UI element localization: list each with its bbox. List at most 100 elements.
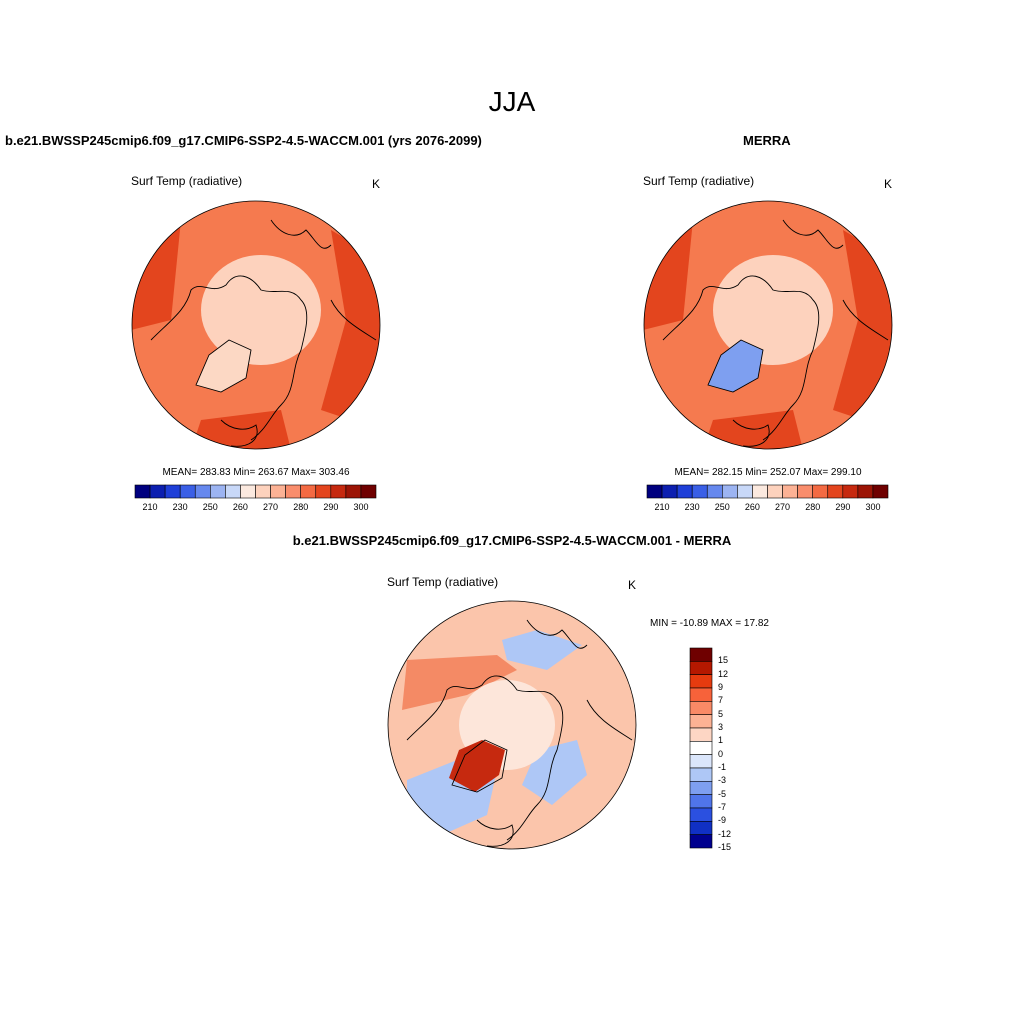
arctic-ice-field [201, 255, 321, 365]
colorbar-tick-label: -15 [718, 842, 732, 852]
colorbar-tick-label: 9 [718, 682, 724, 692]
colorbar-tick-label: 300 [865, 502, 881, 512]
colorbar-tick-label: 230 [172, 502, 188, 512]
cool-anomaly-pacific [502, 630, 582, 670]
coastline-main [150, 275, 308, 441]
figure-title: JJA [488, 86, 536, 117]
colorbar-tick-label: 270 [263, 502, 279, 512]
coastline-pacific [526, 619, 588, 649]
colorbar-tick-label: 260 [232, 502, 248, 512]
warm-band [402, 655, 517, 710]
colorbar-swatch [737, 484, 753, 499]
greenland-anomaly [449, 740, 505, 792]
coastline-east [586, 699, 633, 741]
colorbar-swatch [689, 767, 713, 782]
stats-diff: MIN = -10.89 MAX = 17.82 [650, 618, 769, 629]
panel-title-model: b.e21.BWSSP245cmip6.f09_g17.CMIP6-SSP2-4… [5, 133, 482, 148]
colorbar-swatch [872, 484, 889, 499]
colorbar-swatch [300, 484, 317, 499]
colorbar-swatch [345, 484, 362, 499]
stats-model: MEAN= 283.83 Min= 263.67 Max= 303.46 [162, 467, 350, 478]
colorbar-tick-label: 230 [684, 502, 700, 512]
colorbar-swatch [330, 484, 347, 499]
colorbar-tick-label: -5 [718, 788, 727, 799]
coastline-east [330, 299, 377, 341]
colorbar-tick-label: 280 [805, 502, 821, 512]
coastline-main [406, 675, 564, 841]
colorbar-swatch [827, 484, 844, 499]
greenland-field [196, 340, 251, 392]
colorbar-swatch [689, 727, 713, 742]
colorbar-tick-label: 210 [654, 502, 670, 512]
colorbar-tick-label: 0 [718, 748, 724, 759]
colorbar-tick-label: 270 [775, 502, 791, 512]
colorbar-swatch [689, 674, 713, 689]
colorbar-tick-label: -9 [718, 815, 727, 826]
colorbar-swatch [240, 484, 256, 499]
arctic-ice-field [713, 255, 833, 365]
colorbar-swatch [360, 484, 377, 499]
colorbar-swatch [812, 484, 829, 499]
coastline-europe [220, 419, 258, 447]
colorbar-diff [689, 647, 713, 849]
colorbar-swatch [689, 754, 713, 769]
colorbar-tick-label: -1 [718, 762, 727, 772]
colorbar-swatch [767, 484, 783, 499]
colorbar-tick-label: 12 [718, 668, 729, 679]
greenland-field [708, 340, 763, 392]
units-label-diff: K [628, 578, 637, 592]
map-fill-group [644, 201, 892, 449]
colorbar-tick-label: 280 [293, 502, 309, 512]
warm-region-south [703, 410, 803, 449]
colorbar-swatch [722, 484, 738, 499]
variable-label-diff: Surf Temp (radiative) [387, 575, 499, 589]
colorbar-tick-label: 15 [718, 655, 729, 666]
stats-merra: MEAN= 282.15 Min= 252.07 Max= 299.10 [674, 467, 862, 478]
colorbar-swatch [225, 484, 241, 499]
colorbar-swatch [179, 484, 196, 499]
colorbar-tick-label: 290 [323, 502, 339, 512]
colorbar-swatch [689, 661, 713, 675]
coastline-greenland [195, 339, 252, 393]
colorbar-swatch [752, 484, 768, 499]
map-border [643, 200, 893, 450]
colorbar-tick-label: 260 [744, 502, 760, 512]
coastline-main [662, 275, 820, 441]
panel-title-diff: b.e21.BWSSP245cmip6.f09_g17.CMIP6-SSP2-4… [292, 533, 732, 548]
colorbar-tick-label: 1 [718, 735, 724, 746]
coastline-europe [732, 419, 770, 447]
colorbar-swatch [782, 484, 798, 499]
coastline-greenland [707, 339, 764, 393]
variable-label-merra: Surf Temp (radiative) [643, 174, 755, 188]
colorbar-tick-label: 7 [718, 695, 724, 706]
units-label-merra: K [884, 177, 893, 191]
colorbar-swatch [689, 714, 713, 729]
colorbar-swatch [689, 781, 713, 795]
colorbar-swatch [164, 484, 181, 499]
colorbar-swatch [706, 484, 723, 499]
colorbar-swatch [689, 807, 713, 822]
units-label-model: K [372, 177, 381, 191]
polar-map-model [131, 200, 381, 450]
colorbar-swatch [646, 484, 663, 499]
colorbar-tick-label: 3 [718, 722, 724, 732]
coastline-europe [476, 819, 514, 847]
colorbar-swatch [691, 484, 708, 499]
map-border [131, 200, 381, 450]
colorbar-tick-label: 5 [718, 708, 724, 719]
colorbar-swatch [676, 484, 693, 499]
coastline-pacific [782, 219, 844, 249]
colorbar-swatch [689, 741, 713, 755]
coastline-pacific [270, 219, 332, 249]
polar-map-diff [387, 600, 637, 850]
colorbar-swatch [315, 484, 332, 499]
warm-region-south [191, 410, 291, 449]
colorbar-swatch [270, 484, 286, 499]
colorbar-swatch [210, 484, 226, 499]
colorbar-swatch [842, 484, 859, 499]
colorbar-tick-label: -3 [718, 775, 727, 786]
colorbar-merra [646, 484, 889, 499]
colorbar-swatch [689, 834, 713, 849]
colorbar-swatch [149, 484, 166, 499]
colorbar-tick-label: 250 [714, 502, 730, 512]
